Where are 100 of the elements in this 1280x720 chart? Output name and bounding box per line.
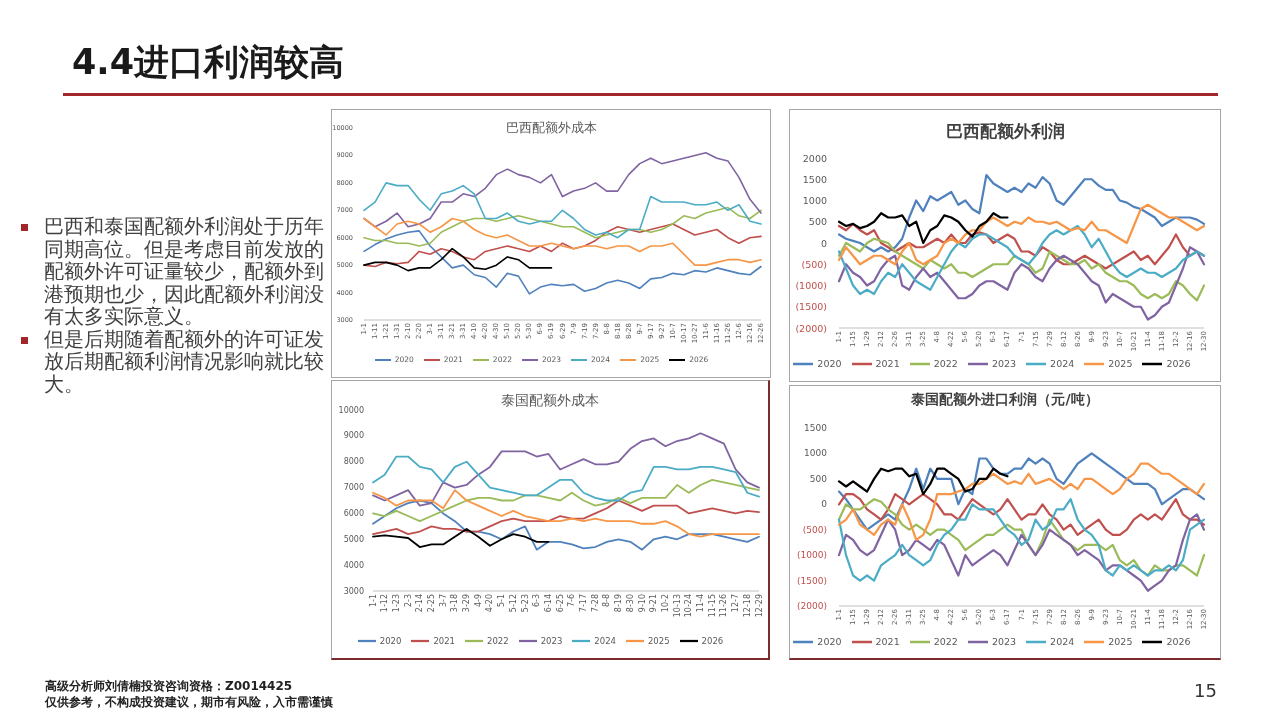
text: 但是后期随着配额外的许可证发放后期配额利润情况影响就比较大。 [44, 327, 324, 396]
line-series [372, 528, 550, 548]
legend-label: 2022 [487, 635, 509, 646]
x-tick-label: 1-1 [368, 594, 378, 608]
legend-label: 2020 [817, 357, 842, 369]
legend-label: 2021 [875, 357, 900, 369]
legend-label: 2022 [933, 635, 958, 647]
line-series [363, 182, 762, 239]
x-tick-label: 3-18 [450, 594, 460, 613]
chart-title: 泰国配额外进口利润（元/吨） [910, 391, 1100, 408]
text: 15 [1194, 680, 1217, 702]
text: 仅供参考，不构成投资建议，期市有风险，入市需谨慎 [45, 694, 333, 710]
legend-label: 2020 [817, 635, 842, 647]
x-tick-label: 1-23 [391, 594, 401, 613]
x-tick-label: 1-12 [380, 594, 390, 613]
line-series [372, 499, 760, 536]
y-tick-label: (2000) [795, 322, 827, 334]
x-tick-label: 12-7 [731, 594, 741, 613]
line-series [363, 217, 762, 266]
y-tick-label: 500 [808, 216, 827, 228]
line-series [837, 237, 1206, 302]
y-tick-label: 1500 [804, 423, 828, 433]
line-series [837, 467, 1009, 496]
legend-label: 2026 [701, 635, 724, 646]
x-tick-label: 8-8 [602, 594, 612, 608]
x-tick-label: 5-1 [497, 594, 507, 608]
y-tick-label: 500 [809, 473, 828, 484]
legend-label: 2021 [875, 635, 900, 647]
y-tick-label: 8000 [343, 457, 364, 467]
y-tick-label: (2000) [797, 601, 827, 611]
legend-label: 2025 [647, 635, 670, 646]
legend-label: 2026 [1166, 357, 1191, 369]
x-tick-label: 11-26 [719, 594, 729, 618]
y-tick-label: 4000 [343, 560, 364, 570]
line-series [372, 489, 760, 538]
x-tick-label: 11-15 [707, 594, 717, 618]
x-tick-label: 3-29 [462, 594, 472, 613]
x-tick-label: 2-14 [415, 594, 425, 613]
legend-label: 2024 [1050, 357, 1075, 369]
legend-label: 2020 [379, 635, 402, 646]
x-tick-label: 7-6 [567, 594, 577, 608]
y-tick-label: 0 [821, 499, 828, 510]
y-tick-label: (1500) [797, 575, 827, 586]
y-tick-label: 0 [820, 237, 827, 249]
legend-label: 2023 [991, 635, 1017, 647]
y-tick-label: 1000 [802, 195, 827, 206]
x-tick-label: 5-12 [508, 594, 518, 613]
legend-label: 2024 [1050, 635, 1075, 647]
legend-label: 2025 [1108, 635, 1133, 647]
text: 4.4进口利润较高 [72, 41, 345, 84]
legend-label: 2022 [933, 357, 958, 369]
line-series [837, 452, 1206, 531]
line-series [837, 493, 1206, 536]
line-series [837, 246, 1206, 321]
x-tick-label: 12-29 [754, 594, 764, 618]
x-tick-label: 2-3 [403, 594, 413, 608]
y-tick-label: (500) [801, 258, 827, 270]
y-tick-label: (1500) [795, 301, 827, 313]
y-tick-label: 7000 [343, 483, 364, 493]
line-series [837, 173, 1206, 253]
legend-label: 2023 [991, 357, 1017, 369]
y-tick-label: 9000 [343, 431, 364, 441]
x-tick-label: 9-10 [637, 594, 647, 613]
x-tick-label: 5-23 [520, 594, 530, 613]
x-tick-label: 6-25 [555, 594, 565, 613]
legend-label: 2021 [433, 635, 456, 646]
legend-label: 2023 [540, 635, 563, 646]
chart-title: 巴西配额外成本 [505, 120, 597, 135]
line-series [363, 230, 762, 295]
line-series [837, 462, 1206, 541]
line-series [363, 247, 553, 272]
x-tick-label: 4-20 [485, 594, 495, 613]
line-series [372, 455, 760, 502]
y-tick-label: 2000 [802, 152, 827, 164]
line-series [837, 212, 1009, 245]
x-tick-label: 2-25 [426, 594, 436, 613]
y-tick-label: 6000 [343, 508, 364, 518]
x-tick-label: 11-4 [696, 594, 706, 613]
line-series [837, 203, 1206, 266]
x-tick-label: 7-17 [579, 594, 589, 613]
x-tick-label: 7-28 [590, 594, 600, 613]
x-tick-label: 9-21 [649, 594, 659, 613]
x-tick-label: 6-3 [532, 594, 542, 608]
x-tick-label: 10-24 [684, 594, 694, 618]
y-tick-label: (1000) [797, 550, 827, 561]
legend-label: 2026 [1166, 635, 1191, 647]
line-series [837, 224, 1206, 296]
y-tick-label: (1000) [795, 280, 827, 291]
x-tick-label: 10-13 [672, 594, 682, 618]
x-tick-label: 4-9 [473, 594, 483, 608]
y-tick-label: 10000 [338, 405, 364, 415]
line-series [372, 499, 760, 551]
y-tick-label: (500) [802, 524, 827, 535]
legend-label: 2025 [1108, 357, 1133, 369]
line-series [372, 432, 760, 507]
y-tick-label: 5000 [343, 534, 364, 544]
line-series [372, 478, 760, 523]
legend-label: 2024 [594, 635, 616, 646]
y-tick-label: 3000 [343, 586, 364, 596]
text: 高级分析师刘倩楠投资咨询资格：Z0014425 [45, 678, 294, 694]
